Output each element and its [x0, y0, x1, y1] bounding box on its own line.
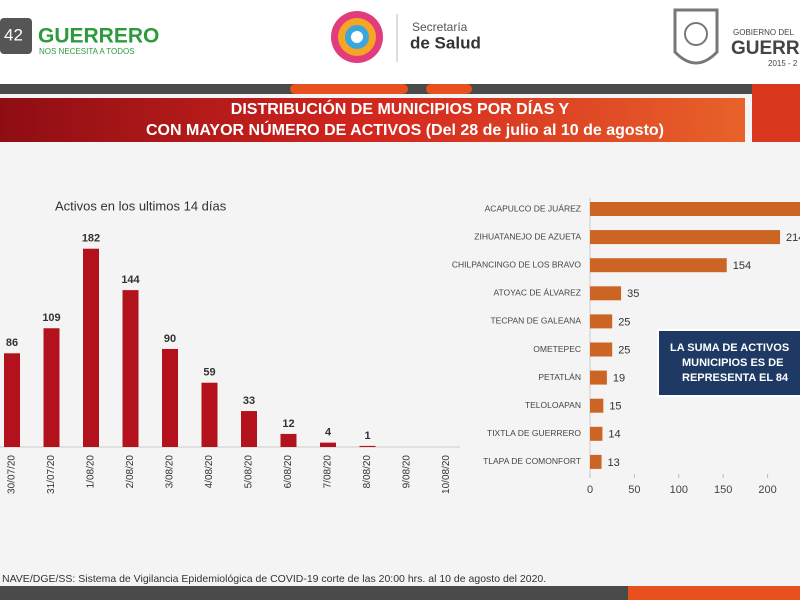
- value-label: 14: [608, 429, 620, 441]
- y-tick-label: TIXTLA DE GUERRERO: [487, 428, 581, 438]
- health-logo: [331, 11, 383, 63]
- bar: [590, 426, 603, 441]
- bar: [590, 370, 607, 385]
- chart-title: Activos en los ultimos 14 días: [55, 198, 227, 213]
- x-tick-label: 100: [670, 484, 688, 496]
- footer-accent: [628, 586, 800, 600]
- x-tick-label: 0: [587, 484, 593, 496]
- value-label: 109: [42, 312, 60, 324]
- y-tick-label: CHILPANCINGO DE LOS BRAVO: [452, 259, 581, 269]
- value-label: 154: [733, 260, 751, 272]
- annotation-line: REPRESENTA EL 84: [682, 372, 789, 384]
- y-tick-label: ACAPULCO DE JUÁREZ: [485, 203, 581, 213]
- x-tick-label: 150: [714, 484, 732, 496]
- x-tick-label: 8/08/20: [362, 455, 373, 489]
- source-note: NAVE/DGE/SS: Sistema de Vigilancia Epide…: [2, 573, 546, 585]
- title-band: [0, 98, 745, 142]
- value-label: 15: [609, 401, 621, 413]
- clock: 42: [4, 25, 23, 44]
- bar: [590, 314, 613, 329]
- value-label: 214: [786, 232, 800, 244]
- corner-box: [752, 84, 800, 142]
- x-tick-label: 5/08/20: [244, 455, 255, 489]
- ministry-line1: Secretaría: [412, 20, 468, 34]
- value-label: 35: [627, 288, 639, 300]
- header-bg: [0, 0, 800, 84]
- value-label: 182: [82, 233, 100, 245]
- bar: [590, 342, 613, 357]
- bar: [359, 445, 376, 447]
- x-tick-label: 9/08/20: [402, 455, 413, 489]
- bar: [280, 433, 297, 447]
- brand: GUERRERO: [38, 25, 159, 48]
- slogan: NOS NECESITA A TODOS: [39, 47, 135, 56]
- x-tick-label: 200: [758, 484, 776, 496]
- value-label: 90: [164, 333, 176, 345]
- x-tick-label: 1/08/20: [86, 455, 97, 489]
- bar: [241, 411, 257, 447]
- title-line: CON MAYOR NÚMERO DE ACTIVOS (Del 28 de j…: [146, 120, 664, 139]
- clock-bg: [0, 18, 32, 54]
- x-tick-label: 3/08/20: [165, 455, 176, 489]
- value-label: 19: [613, 373, 625, 385]
- gov-shield: [673, 8, 719, 65]
- value-label: 59: [203, 367, 215, 379]
- annotation-line: LA SUMA DE ACTIVOS: [670, 342, 789, 354]
- ministry-line2: de Salud: [410, 33, 481, 52]
- x-tick-label: 30/07/20: [7, 455, 18, 494]
- value-label: 4: [325, 427, 332, 439]
- value-label: 86: [6, 337, 18, 349]
- bar: [590, 202, 800, 216]
- bar: [590, 454, 602, 469]
- bar: [590, 258, 727, 273]
- stripe-accent: [290, 84, 408, 94]
- y-tick-label: ZIHUATANEJO DE AZUETA: [474, 231, 581, 241]
- x-tick-label: 7/08/20: [323, 455, 334, 489]
- stripe-accent: [426, 84, 472, 94]
- y-tick-label: TELOLOAPAN: [525, 400, 581, 410]
- x-tick-label: 31/07/20: [46, 455, 57, 494]
- y-tick-label: ATOYAC DE ÁLVAREZ: [493, 288, 581, 298]
- annotation-box: [657, 329, 800, 397]
- value-label: 25: [618, 316, 630, 328]
- value-label: 12: [282, 418, 294, 430]
- value-label: 1: [364, 430, 370, 442]
- bar: [162, 348, 178, 447]
- value-label: 25: [618, 344, 630, 356]
- x-tick-label: 50: [628, 484, 640, 496]
- bar: [201, 382, 218, 447]
- bar: [590, 286, 622, 301]
- x-tick-label: 10/08/20: [441, 455, 452, 494]
- gov-line1: GOBIERNO DEL: [733, 28, 794, 37]
- value-label: 33: [243, 395, 255, 407]
- bar: [590, 230, 781, 245]
- title-line: DISTRIBUCIÓN DE MUNICIPIOS POR DÍAS Y: [231, 99, 570, 118]
- bar: [590, 398, 604, 413]
- y-tick-label: TLAPA DE COMONFORT: [483, 456, 581, 466]
- bar: [320, 442, 336, 447]
- gov-line2: GUERR: [731, 38, 800, 59]
- y-tick-label: OMETEPEC: [533, 344, 581, 354]
- annotation-line: MUNICIPIOS ES DE: [682, 357, 783, 369]
- y-tick-label: TECPAN DE GALEANA: [490, 316, 581, 326]
- x-tick-label: 4/08/20: [204, 455, 215, 489]
- value-label: 144: [121, 274, 140, 286]
- value-label: 13: [608, 457, 620, 469]
- y-tick-label: PETATLÁN: [538, 372, 581, 382]
- gov-years: 2015 - 2: [768, 59, 798, 68]
- bar: [4, 353, 20, 447]
- x-tick-label: 2/08/20: [125, 455, 136, 489]
- bar: [122, 290, 139, 447]
- footer-stripe: [0, 586, 800, 600]
- x-tick-label: 6/08/20: [283, 455, 294, 489]
- bar: [43, 328, 60, 447]
- bar: [83, 248, 99, 447]
